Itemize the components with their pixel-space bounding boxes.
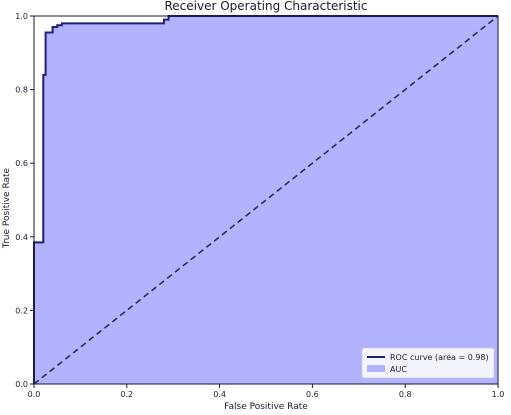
x-tick-label: 0.6 xyxy=(306,390,319,399)
legend-box xyxy=(361,347,495,379)
y-tick-label: 1.0 xyxy=(15,12,28,21)
x-tick-label: 0.4 xyxy=(213,390,226,399)
y-tick-label: 0.4 xyxy=(15,233,28,242)
plot-frame xyxy=(33,15,499,385)
legend-auc-swatch xyxy=(367,365,385,372)
y-axis-label: True Positive Rate xyxy=(2,167,12,249)
chance-diagonal-line xyxy=(33,15,499,385)
x-tick-label: 0.2 xyxy=(120,390,133,399)
chart-title: Receiver Operating Characteristic xyxy=(164,0,367,13)
y-tick-label: 0.0 xyxy=(15,380,28,389)
legend-auc-label: AUC xyxy=(390,365,407,374)
y-tick-label: 0.6 xyxy=(15,159,28,168)
x-axis: 0.0 0.2 0.4 0.6 0.8 1.0 xyxy=(28,384,505,399)
roc-curve-line xyxy=(33,15,498,384)
legend-roc-label: ROC curve (area = 0.98) xyxy=(390,353,489,362)
x-tick-label: 1.0 xyxy=(492,390,505,399)
y-tick-label: 0.2 xyxy=(15,306,28,315)
x-tick-label: 0.0 xyxy=(28,390,41,399)
x-tick-label: 0.8 xyxy=(399,390,412,399)
x-axis-label: False Positive Rate xyxy=(224,402,308,412)
legend: ROC curve (area = 0.98) AUC xyxy=(361,347,495,379)
y-axis: 0.0 0.2 0.4 0.6 0.8 1.0 xyxy=(15,12,34,389)
y-tick-label: 0.8 xyxy=(15,86,28,95)
